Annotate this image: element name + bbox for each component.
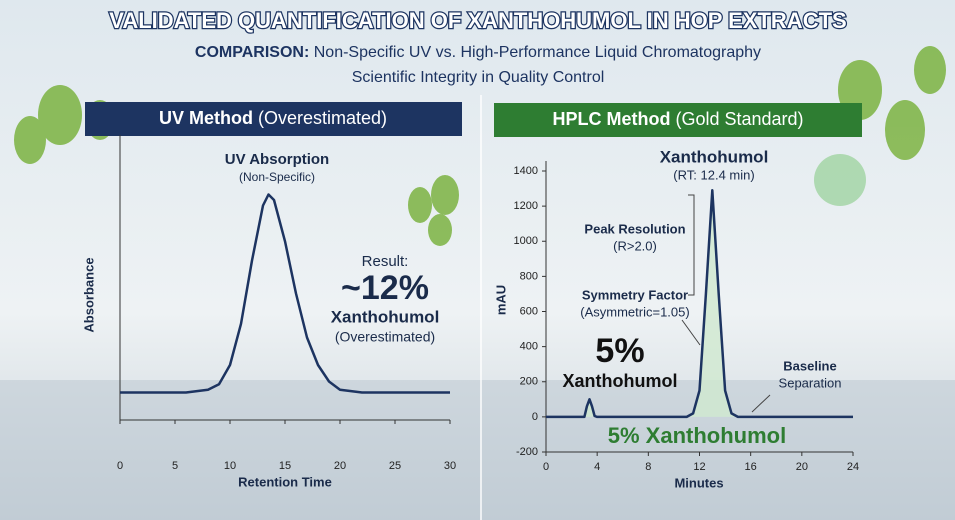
x-tick-label: 4	[594, 461, 600, 473]
x-tick-label: 30	[444, 460, 456, 472]
subtitle-label: COMPARISON:	[195, 44, 309, 61]
x-tick-label: 12	[693, 461, 705, 473]
x-tick-label: 8	[645, 461, 651, 473]
annotation: (RT: 12.4 min)	[673, 167, 754, 182]
annotation: (R>2.0)	[613, 238, 657, 253]
data-line	[120, 193, 450, 394]
pointer	[681, 319, 701, 346]
pointer	[751, 394, 771, 413]
annotation: Xanthohumol	[660, 147, 769, 166]
x-tick-label: 25	[389, 460, 401, 472]
panel-title-main: UV Method	[159, 108, 253, 128]
bench	[0, 380, 955, 520]
annotation: Baseline	[783, 358, 836, 373]
annotation: Separation	[779, 375, 842, 390]
x-tick-label: 0	[543, 461, 549, 473]
y-tick-label: -200	[516, 446, 538, 458]
resolution-bracket	[688, 194, 695, 296]
tagline: Scientific Integrity in Quality Control	[352, 69, 605, 86]
y-tick-label: 200	[520, 376, 538, 388]
annotation: ~12%	[341, 269, 429, 307]
y-tick-label: 1200	[514, 200, 538, 212]
x-tick-label: 20	[334, 460, 346, 472]
y-tick-label: 1000	[514, 235, 538, 247]
annotation: (Asymmetric=1.05)	[580, 304, 689, 319]
panel-title-main: HPLC Method	[552, 109, 670, 129]
annotation: (Overestimated)	[335, 329, 435, 345]
x-tick-label: 20	[796, 461, 808, 473]
y-tick-label: 1400	[514, 165, 538, 177]
annotation: Symmetry Factor	[582, 287, 688, 302]
panel-title-sub: (Overestimated)	[258, 108, 387, 128]
panel-title-sub: (Gold Standard)	[675, 109, 803, 129]
x-tick-label: 0	[117, 460, 123, 472]
y-tick-label: 600	[520, 305, 538, 317]
annotation: (Non-Specific)	[239, 170, 315, 184]
annotation: Result:	[362, 253, 409, 270]
divider	[480, 95, 482, 520]
subtitle-text: Non-Specific UV vs. High-Performance Liq…	[314, 44, 761, 61]
y-tick-label: 0	[532, 411, 538, 423]
x-axis-label: Retention Time	[238, 474, 332, 489]
x-tick-label: 5	[172, 460, 178, 472]
panel-title: UV Method (Overestimated)	[159, 108, 387, 128]
y-axis-label: Absorbance	[81, 257, 96, 332]
panel-header	[494, 103, 862, 137]
panel-title: HPLC Method (Gold Standard)	[552, 109, 803, 129]
annotation: Xanthohumol	[331, 307, 440, 326]
y-axis-label: mAU	[493, 285, 508, 315]
x-axis-label: Minutes	[674, 475, 723, 490]
x-tick-label: 16	[745, 461, 757, 473]
annotation: 5% Xanthohumol	[608, 423, 786, 448]
x-tick-label: 15	[279, 460, 291, 472]
hop-decor	[14, 46, 946, 246]
x-tick-label: 10	[224, 460, 236, 472]
annotation: UV Absorption	[225, 151, 329, 168]
annotation: Peak Resolution	[584, 221, 685, 236]
x-tick-label: 24	[847, 461, 859, 473]
annotation: Xanthohumol	[563, 371, 678, 391]
annotation: 5%	[595, 332, 644, 370]
y-tick-label: 400	[520, 341, 538, 353]
subtitle: COMPARISON: Non-Specific UV vs. High-Per…	[195, 44, 761, 61]
data-line	[546, 189, 853, 419]
panel-header	[85, 102, 462, 136]
title: VALIDATED QUANTIFICATION OF XANTHOHUMOL …	[109, 8, 846, 33]
y-tick-label: 800	[520, 270, 538, 282]
